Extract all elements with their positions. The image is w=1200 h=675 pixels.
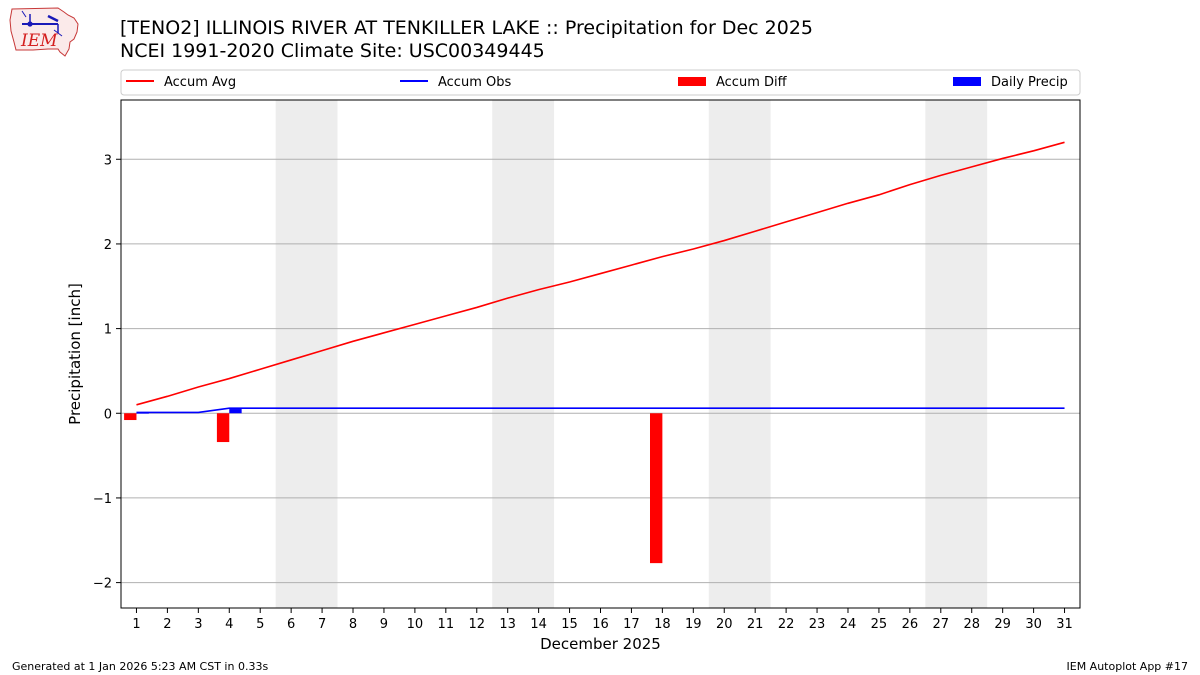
x-tick-label: 21 <box>747 617 764 632</box>
x-tick-label: 2 <box>163 617 171 632</box>
x-tick-label: 5 <box>256 617 264 632</box>
x-tick-label: 9 <box>380 617 388 632</box>
weekend-shading <box>275 100 988 608</box>
accum-obs-line <box>136 407 1065 414</box>
y-gridlines <box>121 158 1080 584</box>
x-tick-label: 16 <box>592 617 609 632</box>
x-tick-label: 27 <box>933 617 950 632</box>
bars <box>124 409 663 564</box>
daily-precip-bar <box>229 409 242 414</box>
accum-diff-bar <box>649 413 663 564</box>
x-tick-label: 31 <box>1056 617 1073 632</box>
x-tick-label: 30 <box>1025 617 1042 632</box>
x-tick-label: 3 <box>194 617 202 632</box>
generated-timestamp: Generated at 1 Jan 2026 5:23 AM CST in 0… <box>12 660 269 673</box>
x-tick-label: 6 <box>287 617 295 632</box>
iem-logo: IEM <box>9 7 79 57</box>
y-tick-label: 3 <box>104 153 112 168</box>
accum-diff-bar <box>216 413 230 443</box>
x-tick-label: 24 <box>840 617 857 632</box>
legend-swatch-daily-precip <box>953 77 981 86</box>
y-axis-ticks: −2 −1 0 1 2 3 <box>93 153 121 592</box>
chart-subtitle: NCEI 1991-2020 Climate Site: USC00349445 <box>120 40 545 62</box>
accum-avg-line <box>136 141 1065 406</box>
x-tick-label: 17 <box>623 617 640 632</box>
x-tick-label: 29 <box>994 617 1011 632</box>
x-tick-label: 11 <box>438 617 455 632</box>
legend-label: Accum Obs <box>438 75 511 90</box>
legend-label: Daily Precip <box>991 75 1068 90</box>
y-tick-label: 2 <box>104 238 112 253</box>
x-tick-label: 14 <box>530 617 547 632</box>
logo-text: IEM <box>20 31 58 51</box>
weekend-band <box>708 100 771 608</box>
legend-box <box>120 69 1081 96</box>
accum-diff-bar <box>124 413 137 421</box>
x-tick-label: 26 <box>902 617 919 632</box>
x-tick-label: 10 <box>407 617 424 632</box>
lines <box>136 141 1065 414</box>
legend-swatch-accum-diff <box>678 77 706 86</box>
y-tick-label: 1 <box>104 323 112 338</box>
weekend-band <box>925 100 988 608</box>
x-tick-label: 13 <box>499 617 516 632</box>
x-tick-label: 18 <box>654 617 671 632</box>
legend: Accum Avg Accum Obs Accum Diff Daily Precip <box>120 69 1081 96</box>
y-tick-label: 0 <box>104 407 112 422</box>
legend-label: Accum Diff <box>716 75 788 90</box>
y-tick-label: −2 <box>93 577 112 592</box>
x-tick-label: 20 <box>716 617 733 632</box>
x-tick-label: 8 <box>349 617 357 632</box>
x-tick-label: 25 <box>871 617 888 632</box>
x-tick-label: 22 <box>778 617 795 632</box>
y-tick-label: −1 <box>93 492 112 507</box>
autoplot-app-label: IEM Autoplot App #17 <box>1066 660 1189 673</box>
x-tick-label: 28 <box>963 617 980 632</box>
chart-title: [TENO2] ILLINOIS RIVER AT TENKILLER LAKE… <box>120 17 813 39</box>
x-tick-label: 19 <box>685 617 702 632</box>
x-tick-label: 7 <box>318 617 326 632</box>
x-tick-label: 4 <box>225 617 233 632</box>
x-tick-label: 1 <box>132 617 140 632</box>
weekend-band <box>492 100 555 608</box>
x-tick-label: 12 <box>468 617 485 632</box>
y-axis-label: Precipitation [inch] <box>66 283 84 425</box>
x-axis-label: December 2025 <box>540 635 661 653</box>
x-tick-label: 15 <box>561 617 578 632</box>
legend-label: Accum Avg <box>164 75 236 90</box>
x-axis-ticks: 1 2 3 4 5 6 7 8 9 10 11 12 13 14 15 16 17 18 19 20 21 22 23 24 2… <box>132 608 1073 632</box>
weekend-band <box>275 100 338 608</box>
x-tick-label: 23 <box>809 617 826 632</box>
